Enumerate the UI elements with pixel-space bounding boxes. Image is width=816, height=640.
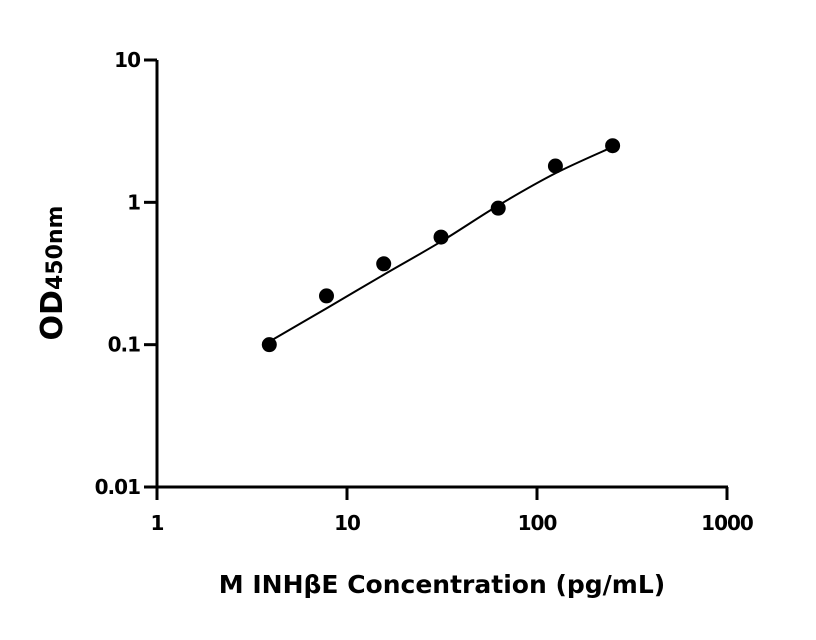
data-point (490, 200, 506, 216)
y-tick-label: 1 (127, 190, 140, 214)
data-point (547, 158, 563, 174)
y-axis-ticks: 0.01 0.1 1 10 (95, 48, 157, 499)
y-tick-label: 0.01 (95, 475, 140, 499)
x-tick-label: 100 (518, 511, 557, 535)
data-point (318, 288, 334, 304)
y-tick-label: 10 (114, 48, 140, 72)
y-tick-label: 0.1 (108, 333, 141, 357)
data-point (376, 256, 392, 272)
data-point (261, 337, 277, 353)
x-axis-ticks: 1 10 100 1000 (151, 487, 754, 535)
y-axis-label: OD450nm (35, 206, 70, 341)
axes (155, 60, 728, 489)
x-tick-label: 1 (151, 511, 164, 535)
x-tick-label: 1000 (701, 511, 753, 535)
data-point (433, 229, 449, 245)
x-axis-label: M INHβE Concentration (pg/mL) (219, 570, 665, 599)
data-point (605, 138, 621, 154)
x-tick-label: 10 (334, 511, 360, 535)
data-points (261, 138, 621, 353)
